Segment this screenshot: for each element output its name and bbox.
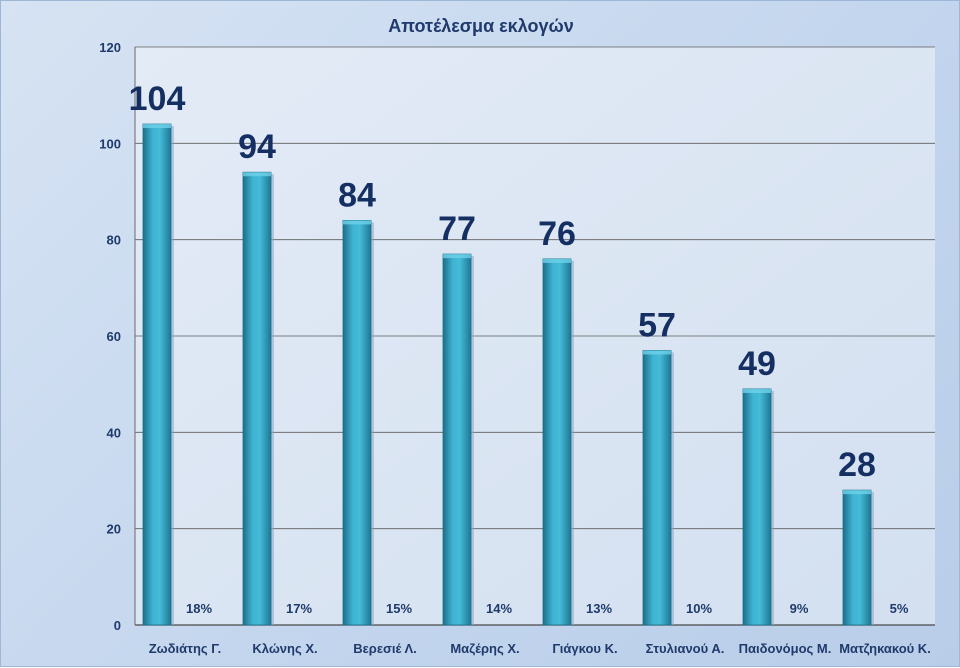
percent-label: 18% [186,601,212,616]
x-tick-label: Παιδονόμος Μ. [739,641,832,656]
bar-cap [743,388,771,393]
x-tick-label: Γιάγκου Κ. [552,641,617,656]
x-tick-label: Μαζέρης Χ. [450,641,519,656]
value-label: 77 [438,210,476,248]
x-axis: Ζωδιάτης Γ. Κλώνης Χ. Βερεσιέ Λ. Μαζέρης Χ.… [149,641,931,656]
bar [542,258,572,626]
x-tick-label: Βερεσιέ Λ. [353,641,417,656]
x-tick-label: Στυλιανού Α. [646,641,725,656]
bar [842,489,872,626]
percent-label: 9% [790,601,809,616]
bar [642,350,672,626]
y-tick-label: 100 [99,136,121,151]
bar-cap [143,124,171,129]
percent-label: 15% [386,601,412,616]
value-label: 76 [538,215,576,253]
bar-cap [643,350,671,355]
y-tick-label: 120 [99,40,121,55]
x-tick-label: Ζωδιάτης Γ. [149,641,222,656]
bar-cap [543,258,571,263]
percent-label: 14% [486,601,512,616]
value-label: 84 [338,176,376,214]
bar-cap [843,490,871,495]
percent-label: 17% [286,601,312,616]
bar [142,123,172,626]
value-label: 94 [238,128,276,166]
bar-cap [243,172,271,177]
bar-cap [443,254,471,259]
bar [342,219,372,626]
bar [442,253,472,626]
bars [142,123,874,626]
x-tick-label: Κλώνης Χ. [252,641,317,656]
chart-title: Αποτέλεσμα εκλογών [388,16,573,36]
value-label: 104 [129,80,186,118]
data-labels: 104 18% 94 17% 84 15% 77 14% 76 13% 57 10% 49 9% 28 5% [129,80,909,616]
y-tick-label: 20 [107,522,121,537]
bar [742,388,772,626]
value-label: 49 [738,345,776,383]
y-axis: 0 20 40 60 80 100 120 [99,40,121,633]
y-tick-label: 60 [107,329,121,344]
x-tick-label: Ματζηκακού Κ. [839,641,931,656]
bar-cap [343,220,371,225]
value-label: 57 [638,306,676,344]
y-tick-label: 40 [107,425,121,440]
y-tick-label: 80 [107,233,121,248]
y-tick-label: 0 [114,618,121,633]
percent-label: 10% [686,601,712,616]
bar [242,171,272,626]
percent-label: 13% [586,601,612,616]
value-label: 28 [838,446,876,484]
percent-label: 5% [890,601,909,616]
